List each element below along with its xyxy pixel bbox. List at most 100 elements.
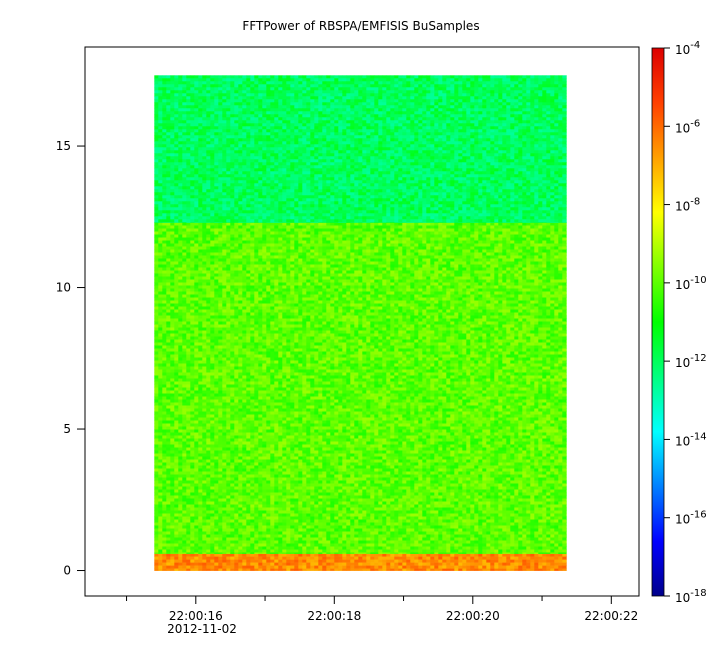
heatmap-cell [406, 340, 410, 343]
heatmap-cell [450, 319, 454, 322]
heatmap-cell [238, 271, 242, 274]
heatmap-cell [226, 226, 230, 229]
heatmap-cell [370, 277, 374, 280]
heatmap-cell [458, 253, 462, 256]
heatmap-cell [398, 280, 402, 283]
heatmap-cell [262, 301, 266, 304]
heatmap-cell [270, 334, 274, 337]
heatmap-cell [274, 232, 278, 235]
heatmap-cell [222, 295, 226, 298]
heatmap-cell [334, 268, 338, 271]
heatmap-cell [358, 340, 362, 343]
heatmap-cell [310, 343, 314, 346]
heatmap-cell [554, 244, 558, 247]
heatmap-cell [454, 337, 458, 340]
heatmap-cell [474, 259, 478, 262]
heatmap-cell [534, 319, 538, 322]
heatmap-cell [278, 271, 282, 274]
heatmap-cell [318, 268, 322, 271]
heatmap-cell [234, 250, 238, 253]
heatmap-cell [214, 560, 218, 563]
heatmap-cell [378, 268, 382, 271]
heatmap-cell [542, 310, 546, 313]
heatmap-cell [266, 331, 270, 334]
heatmap-cell [378, 298, 382, 301]
heatmap-cell [434, 301, 438, 304]
heatmap-cell [298, 298, 302, 301]
heatmap-cell [446, 310, 450, 313]
heatmap-cell [334, 277, 338, 280]
heatmap-cell [390, 340, 394, 343]
heatmap-cell [478, 340, 482, 343]
heatmap-cell [250, 283, 254, 286]
heatmap-cell [514, 313, 518, 316]
heatmap-cell [218, 271, 222, 274]
heatmap-cell [262, 259, 266, 262]
heatmap-cell [322, 301, 326, 304]
heatmap-cell [182, 235, 186, 238]
heatmap-cell [474, 253, 478, 256]
heatmap-cell [346, 244, 350, 247]
heatmap-cell [198, 337, 202, 340]
heatmap-cell [478, 280, 482, 283]
heatmap-cell [310, 328, 314, 331]
heatmap-cell [542, 563, 546, 566]
heatmap-cell [534, 307, 538, 310]
heatmap-cell [382, 560, 386, 563]
heatmap-cell [558, 274, 562, 277]
heatmap-cell [502, 295, 506, 298]
heatmap-cell [442, 247, 446, 250]
heatmap-cell [402, 268, 406, 271]
heatmap-cell [478, 331, 482, 334]
heatmap-cell [254, 325, 258, 328]
heatmap-cell [474, 286, 478, 289]
heatmap-cell [438, 253, 442, 256]
heatmap-cell [206, 226, 210, 229]
heatmap-cell [294, 313, 298, 316]
heatmap-cell [242, 244, 246, 247]
heatmap-cell [318, 265, 322, 268]
heatmap-cell [354, 313, 358, 316]
heatmap-cell [262, 304, 266, 307]
heatmap-cell [270, 322, 274, 325]
heatmap-cell [534, 268, 538, 271]
heatmap-cell [522, 328, 526, 331]
heatmap-cell [518, 343, 522, 346]
heatmap-cell [490, 566, 494, 569]
heatmap-cell [186, 307, 190, 310]
heatmap-cell [510, 319, 514, 322]
heatmap-cell [338, 313, 342, 316]
heatmap-cell [322, 244, 326, 247]
heatmap-cell [458, 250, 462, 253]
heatmap-cell [430, 253, 434, 256]
heatmap-cell [158, 331, 162, 334]
heatmap-cell [490, 295, 494, 298]
heatmap-cell [194, 292, 198, 295]
heatmap-cell [422, 256, 426, 259]
heatmap-cell [386, 235, 390, 238]
heatmap-cell [358, 301, 362, 304]
heatmap-cell [242, 563, 246, 566]
heatmap-cell [226, 313, 230, 316]
heatmap-cell [202, 229, 206, 232]
heatmap-cell [402, 274, 406, 277]
heatmap-cell [214, 265, 218, 268]
heatmap-cell [186, 328, 190, 331]
heatmap-cell [334, 250, 338, 253]
heatmap-cell [494, 301, 498, 304]
heatmap-cell [518, 346, 522, 349]
heatmap-cell [410, 298, 414, 301]
heatmap-cell [390, 241, 394, 244]
heatmap-cell [494, 343, 498, 346]
heatmap-cell [178, 560, 182, 563]
heatmap-cell [442, 563, 446, 566]
heatmap-cell [182, 328, 186, 331]
heatmap-cell [358, 229, 362, 232]
heatmap-cell [410, 322, 414, 325]
heatmap-cell [158, 295, 162, 298]
heatmap-cell [382, 331, 386, 334]
heatmap-cell [314, 268, 318, 271]
heatmap-cell [562, 283, 566, 286]
heatmap-cell [234, 331, 238, 334]
heatmap-cell [346, 283, 350, 286]
